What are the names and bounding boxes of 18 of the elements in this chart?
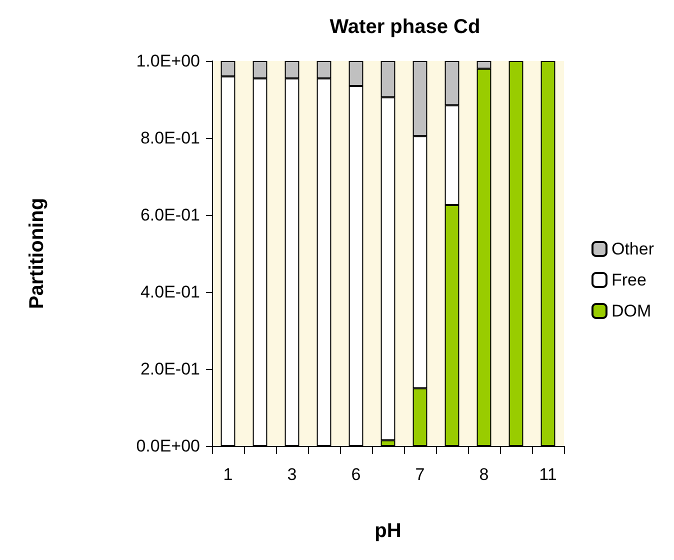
x-tick-label: 8 — [479, 465, 489, 484]
y-tick-label: 8.0E-01 — [140, 128, 200, 148]
y-tick-label: 2.0E-01 — [140, 360, 200, 378]
y-tick-label: 0.0E+00 — [136, 436, 200, 456]
x-tick-label: 1 — [223, 465, 233, 484]
y-tick-label: 1.0E+00 — [136, 52, 200, 70]
legend-label: DOM — [611, 302, 652, 320]
chart-title: Water phase Cd — [330, 16, 480, 38]
x-axis-title: pH — [374, 520, 402, 542]
y-axis-title: Partitioning — [26, 198, 48, 310]
x-tick-label: 3 — [287, 465, 297, 484]
y-tick-label: 6.0E-01 — [140, 206, 200, 224]
x-tick-label: 7 — [415, 465, 425, 484]
legend-label: Other — [611, 240, 654, 258]
legend-label: Free — [611, 270, 646, 290]
x-tick-label: 6 — [351, 465, 361, 484]
x-tick-label: 11 — [539, 465, 557, 484]
y-tick-label: 4.0E-01 — [140, 282, 200, 302]
